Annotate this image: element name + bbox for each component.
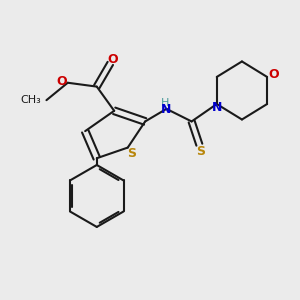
Text: N: N <box>212 101 222 114</box>
Text: H: H <box>161 98 170 108</box>
Text: O: O <box>107 53 118 66</box>
Text: CH₃: CH₃ <box>21 95 42 105</box>
Text: O: O <box>268 68 279 82</box>
Text: S: S <box>196 145 205 158</box>
Text: N: N <box>161 103 172 116</box>
Text: O: O <box>56 75 67 88</box>
Text: S: S <box>127 147 136 160</box>
